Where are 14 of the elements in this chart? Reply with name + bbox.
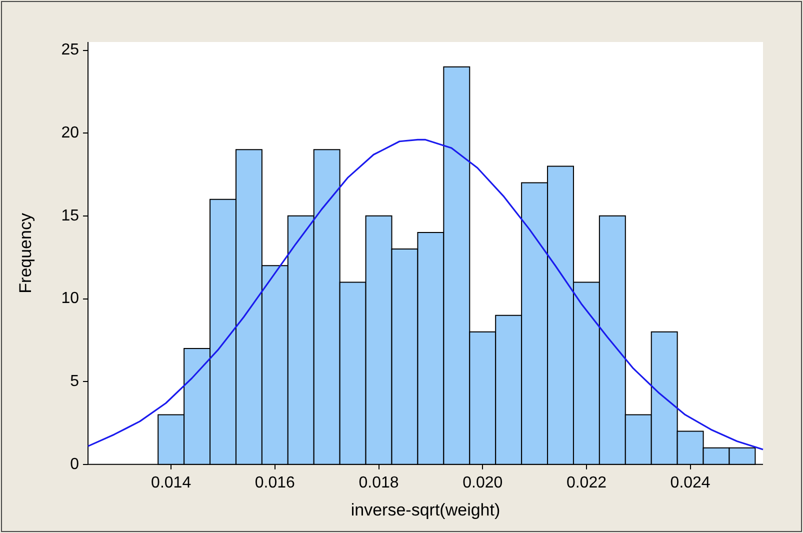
x-tick-label: 0.018: [358, 474, 399, 492]
y-axis-title: Frequency: [16, 212, 35, 294]
x-tick-label: 0.022: [566, 474, 607, 492]
y-tick-label: 5: [70, 372, 80, 390]
y-tick-label: 15: [61, 207, 80, 224]
x-axis-title: inverse-sqrt(weight): [350, 500, 500, 520]
y-tick-label: 25: [61, 42, 80, 59]
x-tick-label: 0.024: [670, 474, 710, 492]
x-tick-label: 0.016: [254, 474, 296, 492]
y-tick-label: 0: [70, 456, 80, 473]
y-tick-label: 10: [61, 290, 80, 308]
y-tick-label: 20: [61, 124, 80, 142]
x-tick-label: 0.020: [462, 474, 503, 492]
x-tick-label: 0.014: [151, 474, 192, 492]
